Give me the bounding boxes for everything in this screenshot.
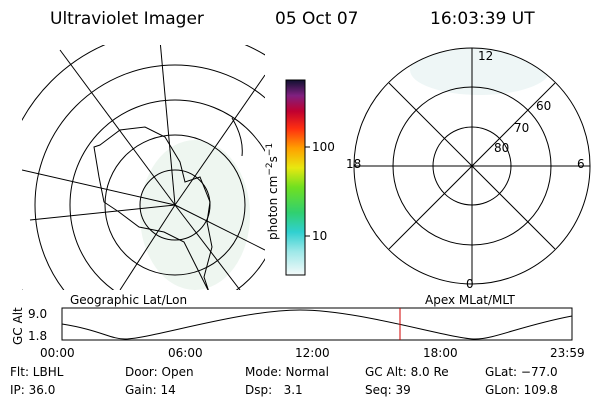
info-field: Flt: LBHL bbox=[10, 365, 64, 379]
hour-label: 12 bbox=[478, 49, 493, 63]
lat-label: 80 bbox=[494, 141, 509, 155]
hour-label: 0 bbox=[466, 277, 474, 291]
timeline-xtick: 18:00 bbox=[423, 346, 458, 360]
info-panel: Flt: LBHL Door: Open Mode: Normal GC Alt: 8… bbox=[10, 365, 558, 397]
lat-label: 60 bbox=[536, 99, 551, 113]
colorbar-tick: 10 bbox=[312, 229, 327, 243]
timeline-xtick: 00:00 bbox=[40, 346, 75, 360]
timeline-ytick: 1.8 bbox=[28, 329, 47, 343]
info-field: GC Alt: 8.0 Re bbox=[365, 365, 449, 379]
info-field: Door: Open bbox=[125, 365, 194, 379]
info-field: IP: 36.0 bbox=[10, 383, 55, 397]
timeline-xtick: 12:00 bbox=[295, 346, 330, 360]
colorbar-tick: 100 bbox=[312, 140, 335, 154]
hour-label: 6 bbox=[577, 157, 585, 171]
info-field: Seq: 39 bbox=[365, 383, 411, 397]
colorbar-label: photon cm−2s−1 bbox=[265, 143, 280, 240]
map-caption: Apex MLat/MLT bbox=[425, 293, 515, 307]
map-caption: Geographic Lat/Lon bbox=[70, 293, 187, 307]
hour-label: 18 bbox=[346, 157, 361, 171]
info-field: Dsp: 3.1 bbox=[245, 383, 303, 397]
title: Ultraviolet Imager bbox=[50, 9, 204, 29]
magnetic-map bbox=[353, 47, 591, 285]
timeline-xticks: 00:00 06:00 12:00 18:00 23:59 bbox=[40, 346, 585, 360]
timeline-ytick: 9.0 bbox=[28, 307, 47, 321]
colorbar bbox=[285, 79, 306, 276]
lat-label: 70 bbox=[514, 121, 529, 135]
date: 05 Oct 07 bbox=[275, 9, 358, 29]
info-field: Gain: 14 bbox=[125, 383, 176, 397]
info-field: Mode: Normal bbox=[245, 365, 329, 379]
info-field: GLon: 109.8 bbox=[485, 383, 558, 397]
altitude-curve bbox=[61, 309, 573, 340]
geographic-map bbox=[22, 45, 265, 290]
timeline-ylabel: GC Alt bbox=[11, 307, 25, 345]
time: 16:03:39 UT bbox=[430, 9, 535, 29]
timeline-xtick: 06:00 bbox=[168, 346, 203, 360]
info-field: GLat: −77.0 bbox=[485, 365, 558, 379]
timeline-xtick: 23:59 bbox=[550, 346, 585, 360]
